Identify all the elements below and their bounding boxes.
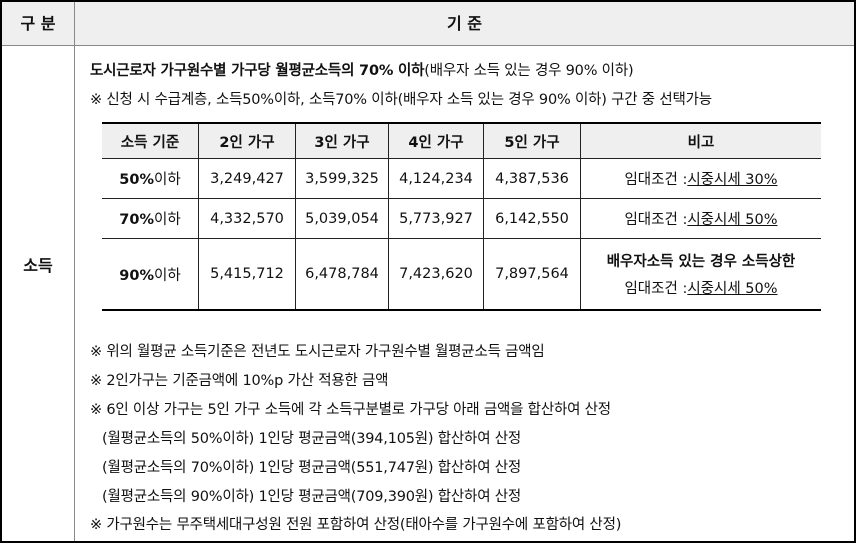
header-row: 구 분 기 준 <box>2 2 854 46</box>
note-line: (월평균소득의 90%이하) 1인당 평균금액(709,390원) 합산하여 산… <box>102 489 522 505</box>
cell-5p: 4,387,536 <box>483 158 581 199</box>
cell-4p: 7,423,620 <box>388 238 484 311</box>
rent-condition-link: 시중시세 30% <box>687 172 778 188</box>
note-line: ※ 6인 이상 가구는 5인 가구 소득에 각 소득구분별로 가구당 아래 금액… <box>90 402 611 418</box>
cell-note: 배우자소득 있는 경우 소득상한 임대조건 :시중시세 50% <box>580 238 821 311</box>
intro-line-2: ※ 신청 시 수급계층, 소득50%이하, 소득70% 이하(배우자 소득 있는… <box>90 92 712 108</box>
table-row: 70%이하 4,332,570 5,039,054 5,773,927 6,14… <box>102 198 821 239</box>
header-category: 구 분 <box>20 14 56 33</box>
cell-2p: 3,249,427 <box>198 158 296 199</box>
row-criteria: 70%이하 <box>102 198 199 239</box>
table-row: 90%이하 5,415,712 6,478,784 7,423,620 7,89… <box>102 238 821 311</box>
rent-condition-link: 시중시세 50% <box>687 281 778 297</box>
row-criteria: 50%이하 <box>102 158 199 199</box>
row-criteria: 90%이하 <box>102 238 199 311</box>
th-2p: 2인 가구 <box>198 122 296 159</box>
note-line: ※ 위의 월평균 소득기준은 전년도 도시근로자 가구원수별 월평균소득 금액임 <box>90 344 545 360</box>
cell-5p: 6,142,550 <box>483 198 581 239</box>
column-divider <box>74 2 75 541</box>
intro-bold: 도시근로자 가구원수별 가구당 월평균소득의 70% 이하 <box>90 63 425 79</box>
note-line: ※ 가구원수는 무주택세대구성원 전원 포함하여 산정(태아수를 가구원수에 포… <box>90 517 622 533</box>
note-line: (월평균소득의 70%이하) 1인당 평균금액(551,747원) 합산하여 산… <box>102 460 522 476</box>
cell-3p: 5,039,054 <box>295 198 389 239</box>
note-line: ※ 2인가구는 기준금액에 10%p 가산 적용한 금액 <box>90 373 389 389</box>
income-table-header: 소득 기준 2인 가구 3인 가구 4인 가구 5인 가구 비고 <box>102 122 821 159</box>
cell-4p: 4,124,234 <box>388 158 484 199</box>
header-criteria: 기 준 <box>446 14 482 33</box>
category-label: 소득 <box>23 256 53 275</box>
table-row: 50%이하 3,249,427 3,599,325 4,124,234 4,38… <box>102 158 821 199</box>
cell-2p: 4,332,570 <box>198 198 296 239</box>
th-3p: 3인 가구 <box>295 122 389 159</box>
intro-rest: (배우자 소득 있는 경우 90% 이하) <box>424 63 634 79</box>
cell-note: 임대조건 :시중시세 30% <box>580 158 821 199</box>
cell-5p: 7,897,564 <box>483 238 581 311</box>
cell-3p: 6,478,784 <box>295 238 389 311</box>
income-table: 소득 기준 2인 가구 3인 가구 4인 가구 5인 가구 비고 50%이하 3… <box>102 122 821 311</box>
th-4p: 4인 가구 <box>388 122 484 159</box>
note-line: (월평균소득의 50%이하) 1인당 평균금액(394,105원) 합산하여 산… <box>102 431 522 447</box>
cell-3p: 3,599,325 <box>295 158 389 199</box>
th-5p: 5인 가구 <box>483 122 581 159</box>
th-criteria: 소득 기준 <box>102 122 199 159</box>
spouse-income-note: 배우자소득 있는 경우 소득상한 <box>606 254 796 270</box>
rent-condition-link: 시중시세 50% <box>687 212 778 228</box>
th-note: 비고 <box>580 122 821 159</box>
intro-line-1: 도시근로자 가구원수별 가구당 월평균소득의 70% 이하(배우자 소득 있는 … <box>90 59 634 80</box>
cell-note: 임대조건 :시중시세 50% <box>580 198 821 239</box>
cell-4p: 5,773,927 <box>388 198 484 239</box>
cell-2p: 5,415,712 <box>198 238 296 311</box>
